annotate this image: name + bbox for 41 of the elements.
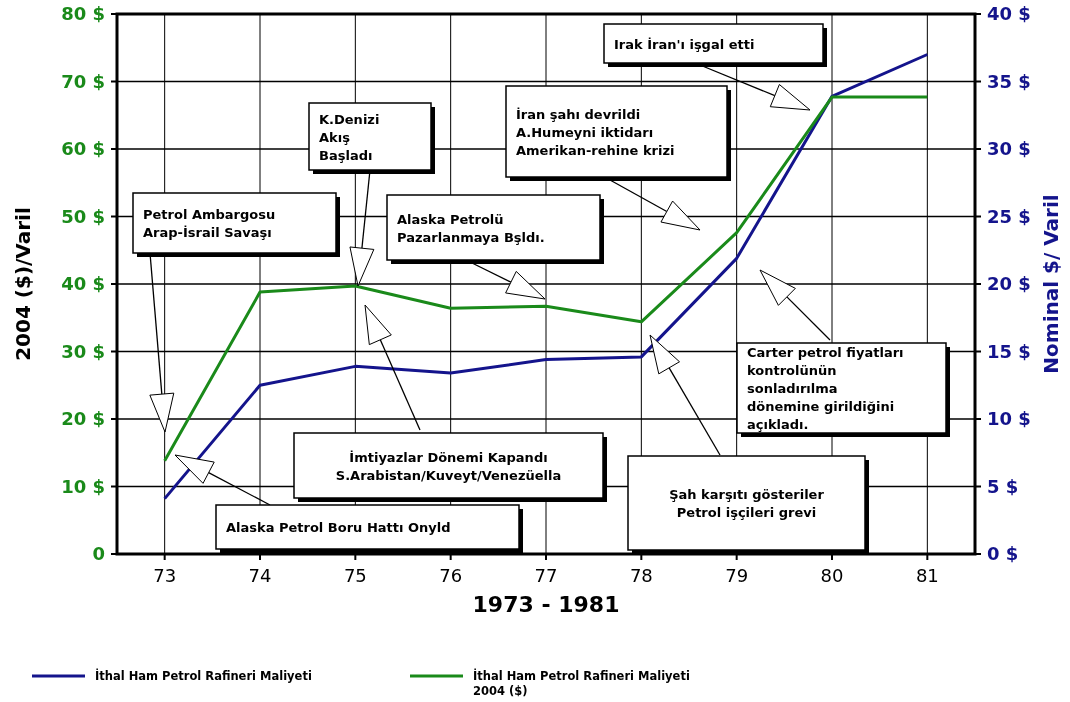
legend-label: İthal Ham Petrol Rafineri Maliyeti 2004 ($)	[473, 668, 690, 698]
annotation: Petrol Ambargosu Arap-İsrail Savaşı	[143, 207, 276, 240]
annotation: Alaska Petrol Boru Hattı Onyld	[226, 520, 451, 535]
y2-tick-label: 10 $	[987, 408, 1031, 430]
x-axis-title: 1973 - 1981	[472, 592, 620, 617]
y2-tick-label: 0 $	[987, 543, 1019, 565]
y2-tick-label: 30 $	[987, 138, 1031, 160]
y-tick-label: 10 $	[61, 475, 105, 497]
y2-tick-label: 25 $	[987, 205, 1031, 227]
x-tick-label: 80	[820, 565, 844, 586]
annotation: Şah karşıtı gösteriler Petrol işçileri grevi	[669, 487, 825, 520]
x-tick-label: 74	[248, 565, 272, 586]
y2-tick-label: 20 $	[987, 273, 1031, 295]
x-tick-label: 76	[439, 565, 463, 586]
y-tick-label: 70 $	[61, 70, 105, 92]
y-tick-label: 0	[92, 543, 105, 565]
legend-label: İthal Ham Petrol Rafineri Maliyeti	[95, 668, 312, 683]
x-tick-label: 78	[629, 565, 653, 586]
y-tick-label: 40 $	[61, 273, 105, 295]
y2-tick-label: 35 $	[987, 70, 1031, 92]
y2-tick-label: 40 $	[987, 3, 1031, 25]
y2-tick-label: 15 $	[987, 340, 1031, 362]
annotation: İmtiyazlar Dönemi Kapandı S.Arabistan/Kuveyt/Venezüella	[335, 449, 562, 483]
y2-axis-title: Nominal $/ Varil	[1039, 194, 1063, 374]
annotation: Alaska Petrolü Pazarlanmaya Bşldı.	[397, 211, 545, 245]
y-tick-label: 20 $	[61, 408, 105, 430]
y2-tick-label: 5 $	[987, 475, 1019, 497]
y-tick-label: 80 $	[61, 3, 105, 25]
x-tick-label: 75	[343, 565, 367, 586]
y-axis-title: 2004 ($)/Varil	[11, 207, 35, 361]
x-tick-label: 77	[534, 565, 558, 586]
y-tick-label: 50 $	[61, 205, 105, 227]
annotation: K.Denizi Akış Başladı	[319, 111, 380, 163]
annotation: İran şahı devrildi A.Humeyni iktidarı Amerikan-rehine krizi	[516, 106, 675, 158]
x-tick-label: 79	[725, 565, 749, 586]
x-tick-label: 73	[153, 565, 177, 586]
y-tick-label: 60 $	[61, 138, 105, 160]
x-tick-label: 81	[915, 565, 939, 586]
y-tick-label: 30 $	[61, 340, 105, 362]
annotation: Irak İran'ı işgal etti	[614, 36, 755, 52]
annotation: Carter petrol fiyatları kontrolünün sonladırılma dönemine girildiğini açıkladı.	[747, 345, 904, 432]
